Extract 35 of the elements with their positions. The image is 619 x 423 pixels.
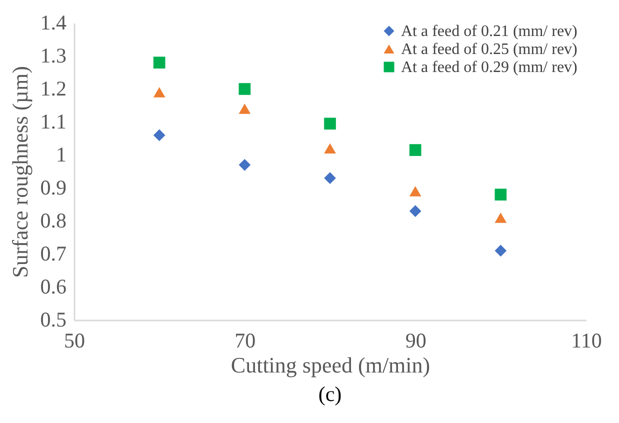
point xyxy=(324,143,336,154)
point xyxy=(409,144,422,156)
point xyxy=(494,212,507,223)
point xyxy=(153,56,166,69)
legend-label: At a feed of 0.29 (mm/ rev) xyxy=(401,59,578,76)
y-tick-label: 0.9 xyxy=(40,176,66,200)
y-tick-label: 1.2 xyxy=(40,76,66,100)
text: (c) xyxy=(318,382,342,406)
point xyxy=(494,188,507,201)
y-tick-label: 0.5 xyxy=(40,308,66,332)
y-axis-title: Surface roughness (µm) xyxy=(7,66,32,278)
y-tick-label: 1.3 xyxy=(40,44,66,68)
point xyxy=(324,172,336,184)
x-tick-label: 70 xyxy=(234,328,256,352)
point xyxy=(494,244,507,257)
x-tick-label: 50 xyxy=(64,328,85,352)
point xyxy=(238,83,251,95)
point xyxy=(409,205,422,218)
point xyxy=(238,158,251,171)
legend-label: At a feed of 0.25 (mm/ rev) xyxy=(401,41,578,58)
point xyxy=(153,87,166,98)
x-axis-title: Cutting speed (m/min) xyxy=(230,352,430,378)
y-tick-label: 1.4 xyxy=(40,10,67,34)
y-tick-label: 0.7 xyxy=(40,242,66,266)
y-tick-label: 0.6 xyxy=(40,274,66,298)
y-tick-label: 0.8 xyxy=(40,208,66,232)
y-tick-label: 1 xyxy=(56,142,66,166)
y-tick-label: 1.1 xyxy=(40,110,66,134)
point xyxy=(409,186,422,196)
point xyxy=(238,104,251,114)
x-tick-label: 110 xyxy=(571,328,602,352)
legend-label: At a feed of 0.21 (mm/ rev) xyxy=(401,23,578,40)
x-tick-label: 90 xyxy=(405,328,426,352)
point xyxy=(153,129,166,142)
point xyxy=(324,118,336,130)
